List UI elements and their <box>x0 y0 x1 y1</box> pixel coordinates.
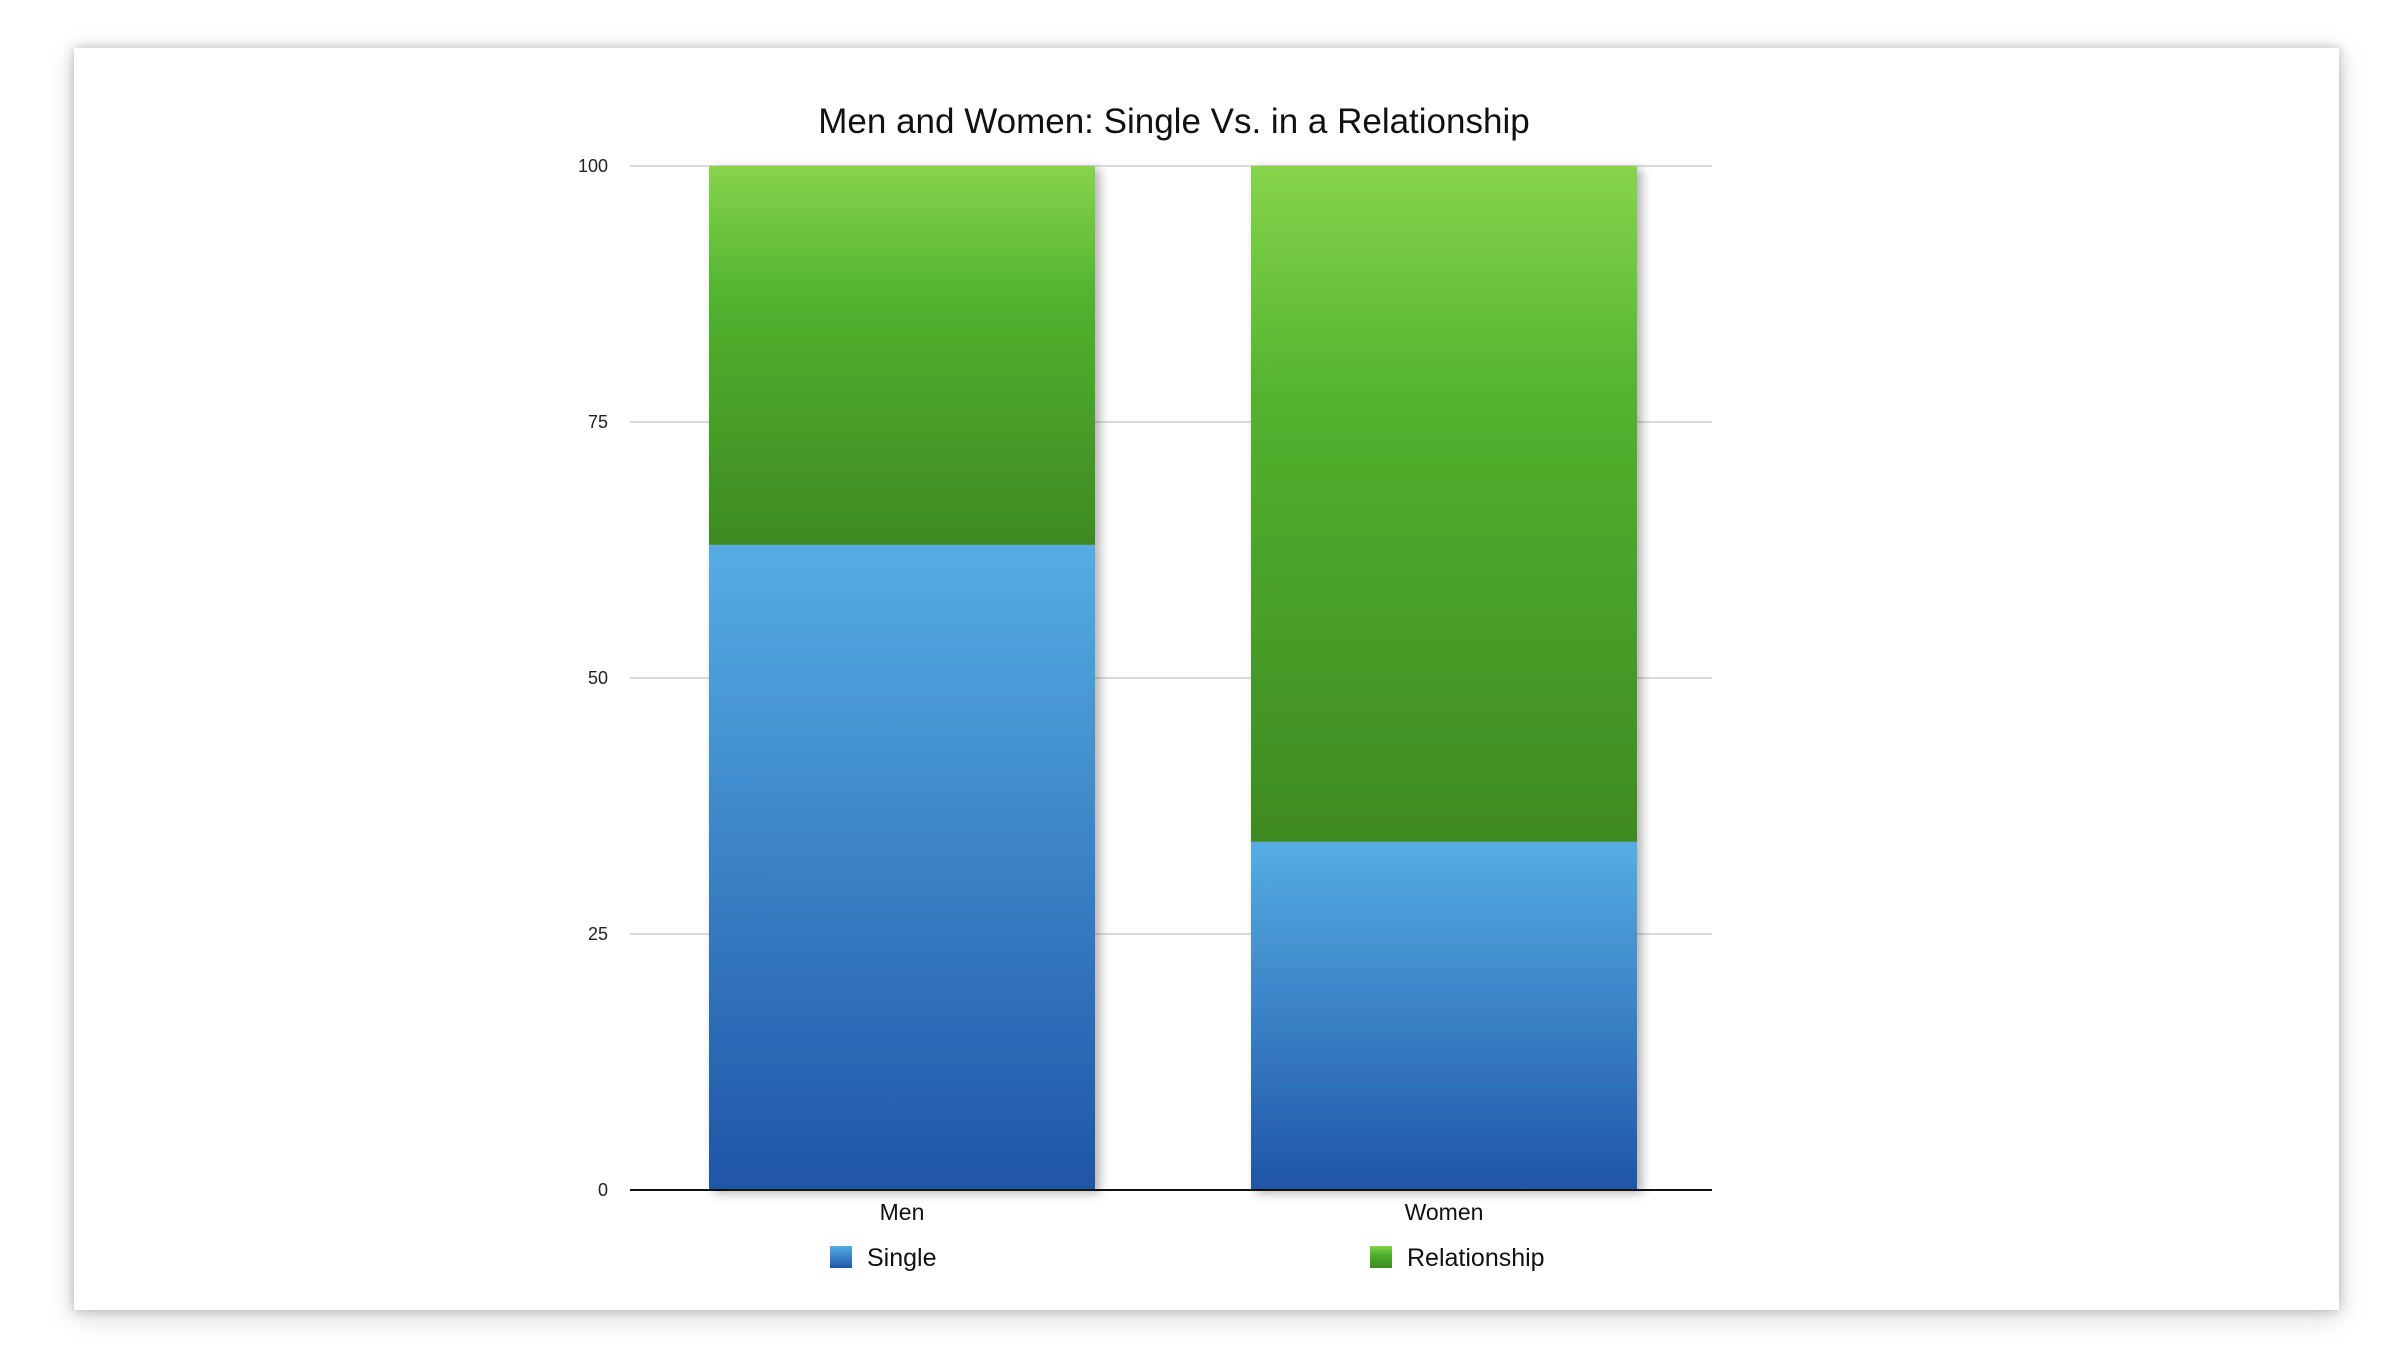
legend-label-single: Single <box>867 1244 937 1272</box>
y-tick-label: 0 <box>598 1180 608 1200</box>
legend-label-relationship: Relationship <box>1407 1244 1545 1272</box>
y-tick-label: 75 <box>588 412 608 432</box>
y-tick-label: 25 <box>588 924 608 944</box>
slide: Men and Women: Single Vs. in a Relations… <box>74 48 2339 1310</box>
bar-stack-women <box>1251 166 1637 1190</box>
bar-stack-men <box>709 166 1095 1190</box>
x-category-label: Women <box>1405 1199 1484 1225</box>
x-axis-categories: Men Women <box>880 1199 1484 1225</box>
y-axis-ticks: 0 25 50 75 100 <box>578 156 608 1200</box>
x-category-label: Men <box>880 1199 925 1225</box>
bar-single-men <box>709 544 1095 1190</box>
bar-relationship-men <box>709 166 1095 545</box>
legend-swatch-relationship <box>1370 1246 1392 1268</box>
legend: Single Relationship <box>830 1244 1545 1272</box>
stacked-bar-chart: Men and Women: Single Vs. in a Relations… <box>578 102 1712 1272</box>
y-tick-label: 50 <box>588 668 608 688</box>
legend-swatch-single <box>830 1246 852 1268</box>
bar-single-women <box>1251 841 1637 1190</box>
bars <box>709 166 1637 1190</box>
bar-relationship-women <box>1251 166 1637 842</box>
y-tick-label: 100 <box>578 156 608 176</box>
chart-title: Men and Women: Single Vs. in a Relations… <box>818 102 1529 141</box>
